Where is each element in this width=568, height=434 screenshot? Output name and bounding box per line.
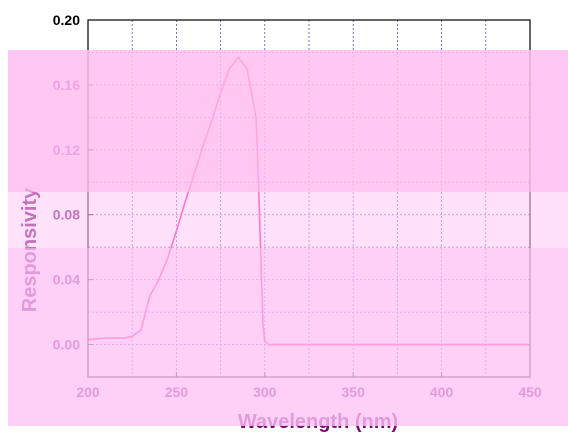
y-tick-label: 0.20 (53, 12, 80, 28)
x-tick-label: 250 (165, 384, 189, 400)
y-tick-label: 0.00 (53, 337, 80, 353)
tick-labels: 200 250 300 350 400 450 0.00 0.04 0.08 0.12 0.16 0.… (53, 12, 542, 400)
y-tick-label: 0.12 (53, 142, 80, 158)
x-tick-label: 350 (342, 384, 366, 400)
x-axis-title: Wavelength (nm) (238, 411, 398, 433)
grid (88, 20, 530, 377)
y-tick-label: 0.08 (53, 207, 80, 223)
x-tick-label: 450 (518, 384, 542, 400)
y-axis-title: Responsivity (19, 187, 41, 312)
x-tick-label: 400 (430, 384, 454, 400)
x-tick-label: 200 (76, 384, 100, 400)
x-tick-label: 300 (253, 384, 277, 400)
y-tick-label: 0.16 (53, 77, 80, 93)
y-tick-label: 0.04 (53, 272, 80, 288)
